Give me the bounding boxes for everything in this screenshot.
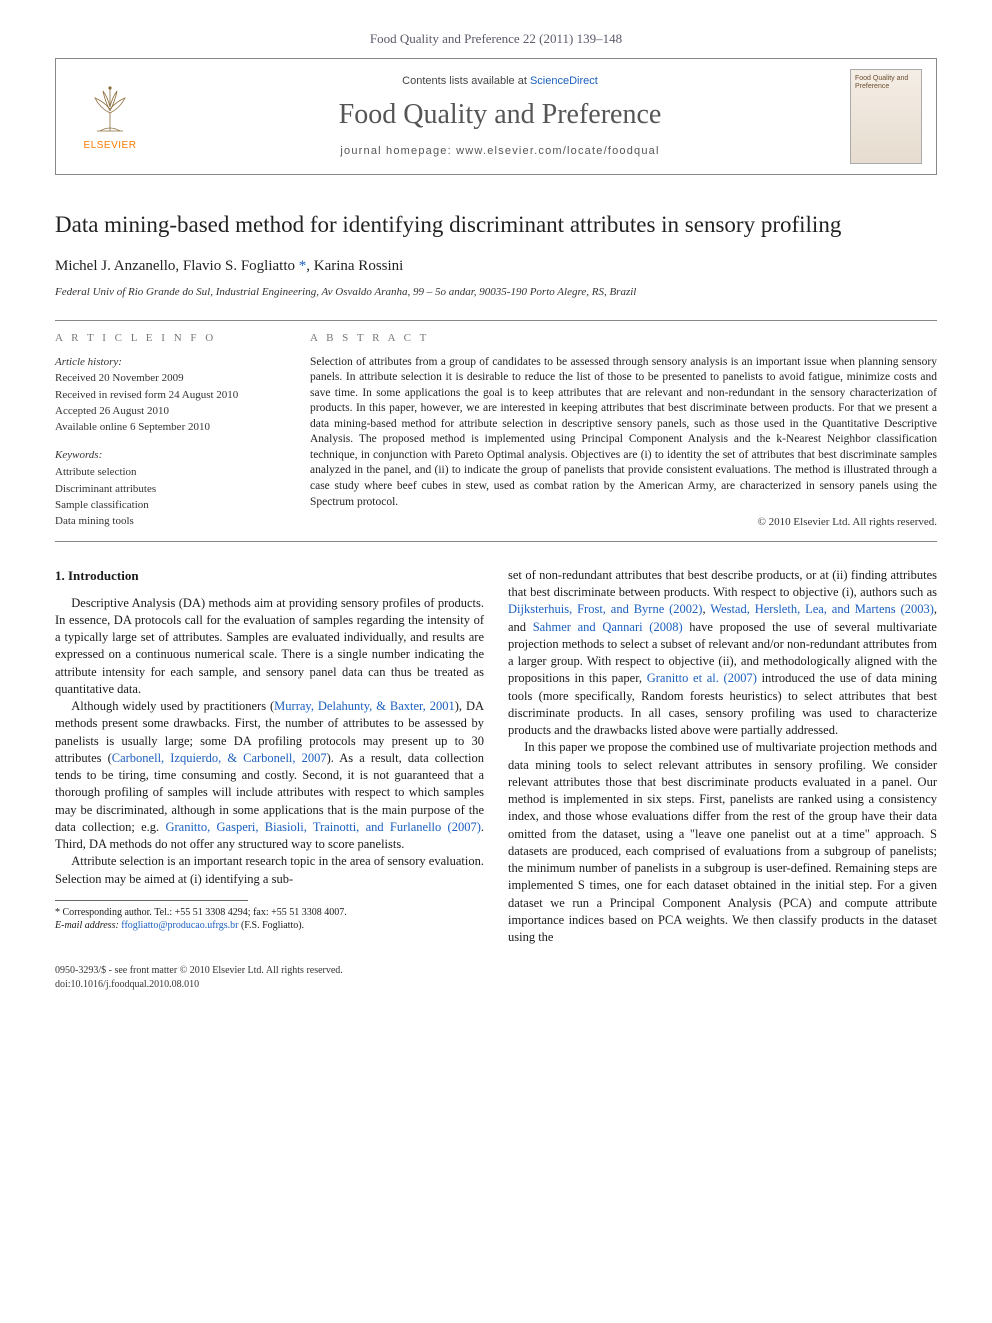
journal-cover-thumbnail: Food Quality and Preference (850, 69, 922, 164)
history-online: Available online 6 September 2010 (55, 420, 280, 435)
body-column-left: 1. Introduction Descriptive Analysis (DA… (55, 567, 484, 947)
section-title: Introduction (68, 568, 139, 583)
citation-link[interactable]: Granitto et al. (2007) (647, 671, 757, 685)
keyword-1: Attribute selection (55, 465, 280, 480)
doi-line: doi:10.1016/j.foodqual.2010.08.010 (55, 978, 937, 992)
body-paragraph: Attribute selection is an important rese… (55, 853, 484, 888)
body-column-right: set of non-redundant attributes that bes… (508, 567, 937, 947)
citation-link[interactable]: Sahmer and Qannari (2008) (533, 620, 683, 634)
keyword-4: Data mining tools (55, 514, 280, 529)
history-received: Received 20 November 2009 (55, 371, 280, 386)
corresponding-email-link[interactable]: ffogliatto@producao.ufrgs.br (121, 920, 238, 931)
contents-available-line: Contents lists available at ScienceDirec… (150, 74, 850, 89)
email-label: E-mail address: (55, 920, 121, 931)
keyword-3: Sample classification (55, 498, 280, 513)
cover-thumb-title: Food Quality and Preference (855, 75, 917, 91)
email-footnote: E-mail address: ffogliatto@producao.ufrg… (55, 919, 484, 932)
body-paragraph: Descriptive Analysis (DA) methods aim at… (55, 595, 484, 699)
article-meta-row: A R T I C L E I N F O Article history: R… (55, 320, 937, 541)
authors-line: Michel J. Anzanello, Flavio S. Fogliatto… (55, 256, 937, 277)
citation-link[interactable]: Carbonell, Izquierdo, & Carbonell, 2007 (112, 751, 327, 765)
elsevier-wordmark: ELSEVIER (84, 139, 137, 153)
journal-homepage-line: journal homepage: www.elsevier.com/locat… (150, 144, 850, 159)
authors-part2: , Karina Rossini (306, 258, 403, 274)
text: set of non-redundant attributes that bes… (508, 568, 937, 599)
keywords-label: Keywords: (55, 448, 280, 463)
section-1-heading: 1. Introduction (55, 567, 484, 585)
homepage-url[interactable]: www.elsevier.com/locate/foodqual (456, 145, 660, 157)
history-accepted: Accepted 26 August 2010 (55, 404, 280, 419)
running-citation: Food Quality and Preference 22 (2011) 13… (55, 30, 937, 48)
publisher-logo-block: ELSEVIER (70, 81, 150, 153)
front-matter-line: 0950-3293/$ - see front matter © 2010 El… (55, 964, 937, 978)
article-title: Data mining-based method for identifying… (55, 210, 937, 240)
article-info-heading: A R T I C L E I N F O (55, 331, 280, 346)
keyword-2: Discriminant attributes (55, 482, 280, 497)
sciencedirect-link[interactable]: ScienceDirect (530, 75, 598, 87)
affiliation-line: Federal Univ of Rio Grande do Sul, Indus… (55, 285, 937, 300)
abstract-copyright: © 2010 Elsevier Ltd. All rights reserved… (310, 515, 937, 530)
citation-link[interactable]: Westad, Hersleth, Lea, and Martens (2003… (710, 602, 934, 616)
abstract-heading: A B S T R A C T (310, 331, 937, 346)
body-paragraph: In this paper we propose the combined us… (508, 739, 937, 946)
masthead-center: Contents lists available at ScienceDirec… (150, 74, 850, 160)
citation-link[interactable]: Dijksterhuis, Frost, and Byrne (2002) (508, 602, 702, 616)
body-paragraph: set of non-redundant attributes that bes… (508, 567, 937, 740)
citation-link[interactable]: Murray, Delahunty, & Baxter, 2001 (274, 699, 455, 713)
abstract-block: A B S T R A C T Selection of attributes … (310, 331, 937, 530)
contents-prefix: Contents lists available at (402, 75, 530, 87)
footnote-rule (55, 900, 248, 901)
elsevier-tree-icon (83, 81, 138, 136)
citation-link[interactable]: Granitto, Gasperi, Biasioli, Trainotti, … (165, 820, 480, 834)
email-tail: (F.S. Fogliatto). (238, 920, 304, 931)
history-revised: Received in revised form 24 August 2010 (55, 388, 280, 403)
text: Although widely used by practitioners ( (71, 699, 274, 713)
homepage-prefix: journal homepage: (340, 145, 456, 157)
corresponding-footnote: * Corresponding author. Tel.: +55 51 330… (55, 906, 484, 919)
journal-masthead-box: ELSEVIER Contents lists available at Sci… (55, 58, 937, 175)
body-paragraph: Although widely used by practitioners (M… (55, 698, 484, 853)
authors-part1: Michel J. Anzanello, Flavio S. Fogliatto (55, 258, 299, 274)
journal-name: Food Quality and Preference (150, 95, 850, 134)
abstract-text: Selection of attributes from a group of … (310, 355, 937, 510)
body-columns: 1. Introduction Descriptive Analysis (DA… (55, 567, 937, 947)
history-label: Article history: (55, 355, 280, 370)
article-info-block: A R T I C L E I N F O Article history: R… (55, 331, 280, 530)
section-number: 1. (55, 568, 65, 583)
